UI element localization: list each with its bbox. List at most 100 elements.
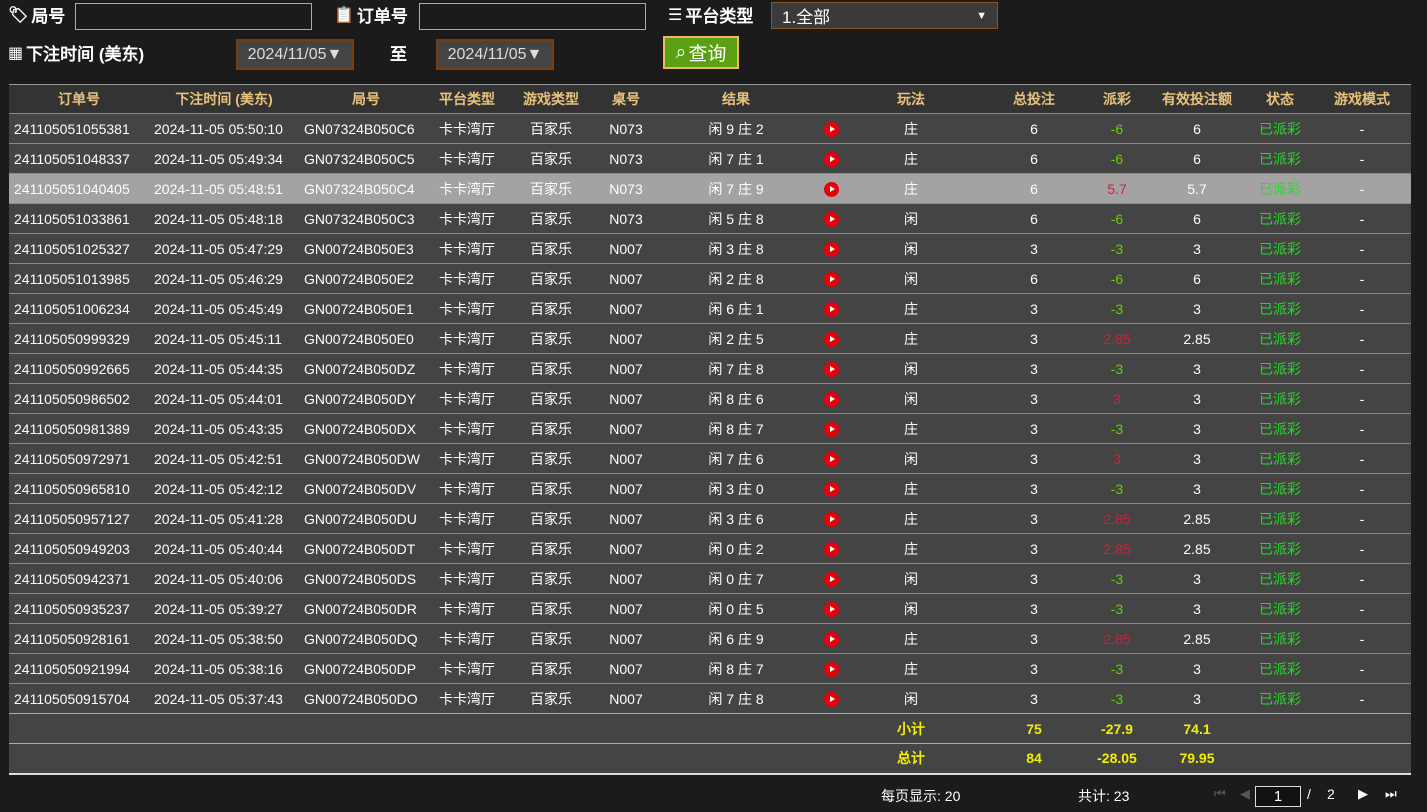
cell-table-no: N007 [601,443,651,474]
table-row[interactable]: 241105050949203 2024-11-05 05:40:44 GN0072… [9,533,1411,564]
table-row[interactable]: 241105050972971 2024-11-05 05:42:51 GN0072… [9,443,1411,474]
play-video-icon[interactable] [823,631,839,647]
cell-bet-time: 2024-11-05 05:39:27 [149,593,299,624]
cell-total-bet: 3 [981,353,1087,384]
table-row[interactable]: 241105051006234 2024-11-05 05:45:49 GN0072… [9,293,1411,324]
cell-platform: 卡卡湾厅 [433,233,501,264]
cell-game-type: 百家乐 [501,413,601,444]
cell-order-no: 241105051040405 [9,173,149,204]
cell-video [821,473,841,504]
cell-game-no: GN07324B050C5 [299,143,433,174]
platform-select[interactable]: 1.全部 ▼ [771,2,998,29]
calendar-icon: ▦ [8,44,24,62]
cell-total-bet: 3 [981,383,1087,414]
play-video-icon[interactable] [823,181,839,197]
play-video-icon[interactable] [823,511,839,527]
table-row[interactable]: 241105050986502 2024-11-05 05:44:01 GN0072… [9,383,1411,414]
cell-valid-bet: 6 [1147,113,1247,144]
clipboard-icon: 📋 [334,6,354,24]
table-row[interactable]: 241105051048337 2024-11-05 05:49:34 GN0732… [9,143,1411,174]
play-video-icon[interactable] [823,331,839,347]
cell-bet-time: 2024-11-05 05:43:35 [149,413,299,444]
table-row[interactable]: 241105050957127 2024-11-05 05:41:28 GN0072… [9,503,1411,534]
cell-game-no: GN07324B050C4 [299,173,433,204]
table-row[interactable]: 241105051013985 2024-11-05 05:46:29 GN0072… [9,263,1411,294]
cell-status: 已派彩 [1247,233,1313,264]
game-no-label: 🏷 局号 [8,6,66,27]
cell-table-no: N007 [601,473,651,504]
play-video-icon[interactable] [823,151,839,167]
date-from-picker[interactable]: 2024/11/05▼ [236,39,354,70]
table-row[interactable]: 241105050992665 2024-11-05 05:44:35 GN0072… [9,353,1411,384]
table-row[interactable]: 241105051055381 2024-11-05 05:50:10 GN0732… [9,113,1411,144]
play-video-icon[interactable] [823,571,839,587]
cell-bet-time: 2024-11-05 05:42:51 [149,443,299,474]
cell-total-bet: 6 [981,173,1087,204]
cell-status: 已派彩 [1247,443,1313,474]
cell-total-bet: 3 [981,293,1087,324]
game-no-input[interactable] [75,3,312,30]
cell-total-bet: 3 [981,233,1087,264]
play-video-icon[interactable] [823,271,839,287]
play-video-icon[interactable] [823,361,839,377]
cell-bet-time: 2024-11-05 05:38:50 [149,623,299,654]
play-video-icon[interactable] [823,661,839,677]
table-row[interactable]: 241105050928161 2024-11-05 05:38:50 GN0072… [9,623,1411,654]
cell-total-bet: 3 [981,533,1087,564]
table-row[interactable]: 241105050921994 2024-11-05 05:38:16 GN0072… [9,653,1411,684]
play-video-icon[interactable] [823,121,839,137]
table-row[interactable]: 241105050915704 2024-11-05 05:37:43 GN0072… [9,683,1411,714]
cell-payout: -3 [1087,653,1147,684]
table-row[interactable]: 241105050981389 2024-11-05 05:43:35 GN0072… [9,413,1411,444]
play-video-icon[interactable] [823,211,839,227]
date-to-picker[interactable]: 2024/11/05▼ [436,39,554,70]
play-video-icon[interactable] [823,301,839,317]
cell-bet-time: 2024-11-05 05:49:34 [149,143,299,174]
page-input[interactable] [1255,786,1301,807]
table-row[interactable]: 241105051033861 2024-11-05 05:48:18 GN0732… [9,203,1411,234]
play-video-icon[interactable] [823,241,839,257]
cell-payout: -6 [1087,113,1147,144]
last-page-icon[interactable]: ⏭ [1385,786,1397,801]
play-video-icon[interactable] [823,691,839,707]
cell-game-mode: - [1313,263,1411,294]
first-page-icon[interactable]: ⏮ [1214,786,1226,801]
table-row[interactable]: 241105050942371 2024-11-05 05:40:06 GN0072… [9,563,1411,594]
play-video-icon[interactable] [823,421,839,437]
play-video-icon[interactable] [823,601,839,617]
cell-platform: 卡卡湾厅 [433,113,501,144]
cell-bet-time: 2024-11-05 05:44:01 [149,383,299,414]
cell-order-no: 241105050942371 [9,563,149,594]
cell-valid-bet: 3 [1147,293,1247,324]
cell-payout: -3 [1087,353,1147,384]
order-no-input[interactable] [419,3,646,30]
cell-game-no: GN00724B050E2 [299,263,433,294]
summary-blank [1247,713,1411,744]
play-video-icon[interactable] [823,541,839,557]
play-video-icon[interactable] [823,481,839,497]
table-row[interactable]: 241105050935237 2024-11-05 05:39:27 GN0072… [9,593,1411,624]
cell-play-type: 闲 [841,683,981,714]
cell-video [821,203,841,234]
query-button[interactable]: ⌕ 查询 [663,36,739,69]
table-row[interactable]: 241105051040405 2024-11-05 05:48:51 GN0732… [9,173,1411,204]
table-row[interactable]: 241105050965810 2024-11-05 05:42:12 GN0072… [9,473,1411,504]
cell-table-no: N007 [601,413,651,444]
header-game-type: 游戏类型 [501,84,601,114]
cell-status: 已派彩 [1247,503,1313,534]
cell-table-no: N007 [601,263,651,294]
next-page-icon[interactable]: ▶ [1358,786,1368,801]
prev-page-icon[interactable]: ◀ [1240,786,1250,801]
cell-bet-time: 2024-11-05 05:45:11 [149,323,299,354]
play-video-icon[interactable] [823,451,839,467]
cell-table-no: N073 [601,143,651,174]
cell-table-no: N007 [601,293,651,324]
cell-game-type: 百家乐 [501,233,601,264]
cell-platform: 卡卡湾厅 [433,203,501,234]
play-video-icon[interactable] [823,391,839,407]
table-row[interactable]: 241105050999329 2024-11-05 05:45:11 GN0072… [9,323,1411,354]
table-row[interactable]: 241105051025327 2024-11-05 05:47:29 GN0072… [9,233,1411,264]
cell-payout: 3 [1087,443,1147,474]
cell-result: 闲 7 庄 8 [651,683,821,714]
cell-video [821,593,841,624]
